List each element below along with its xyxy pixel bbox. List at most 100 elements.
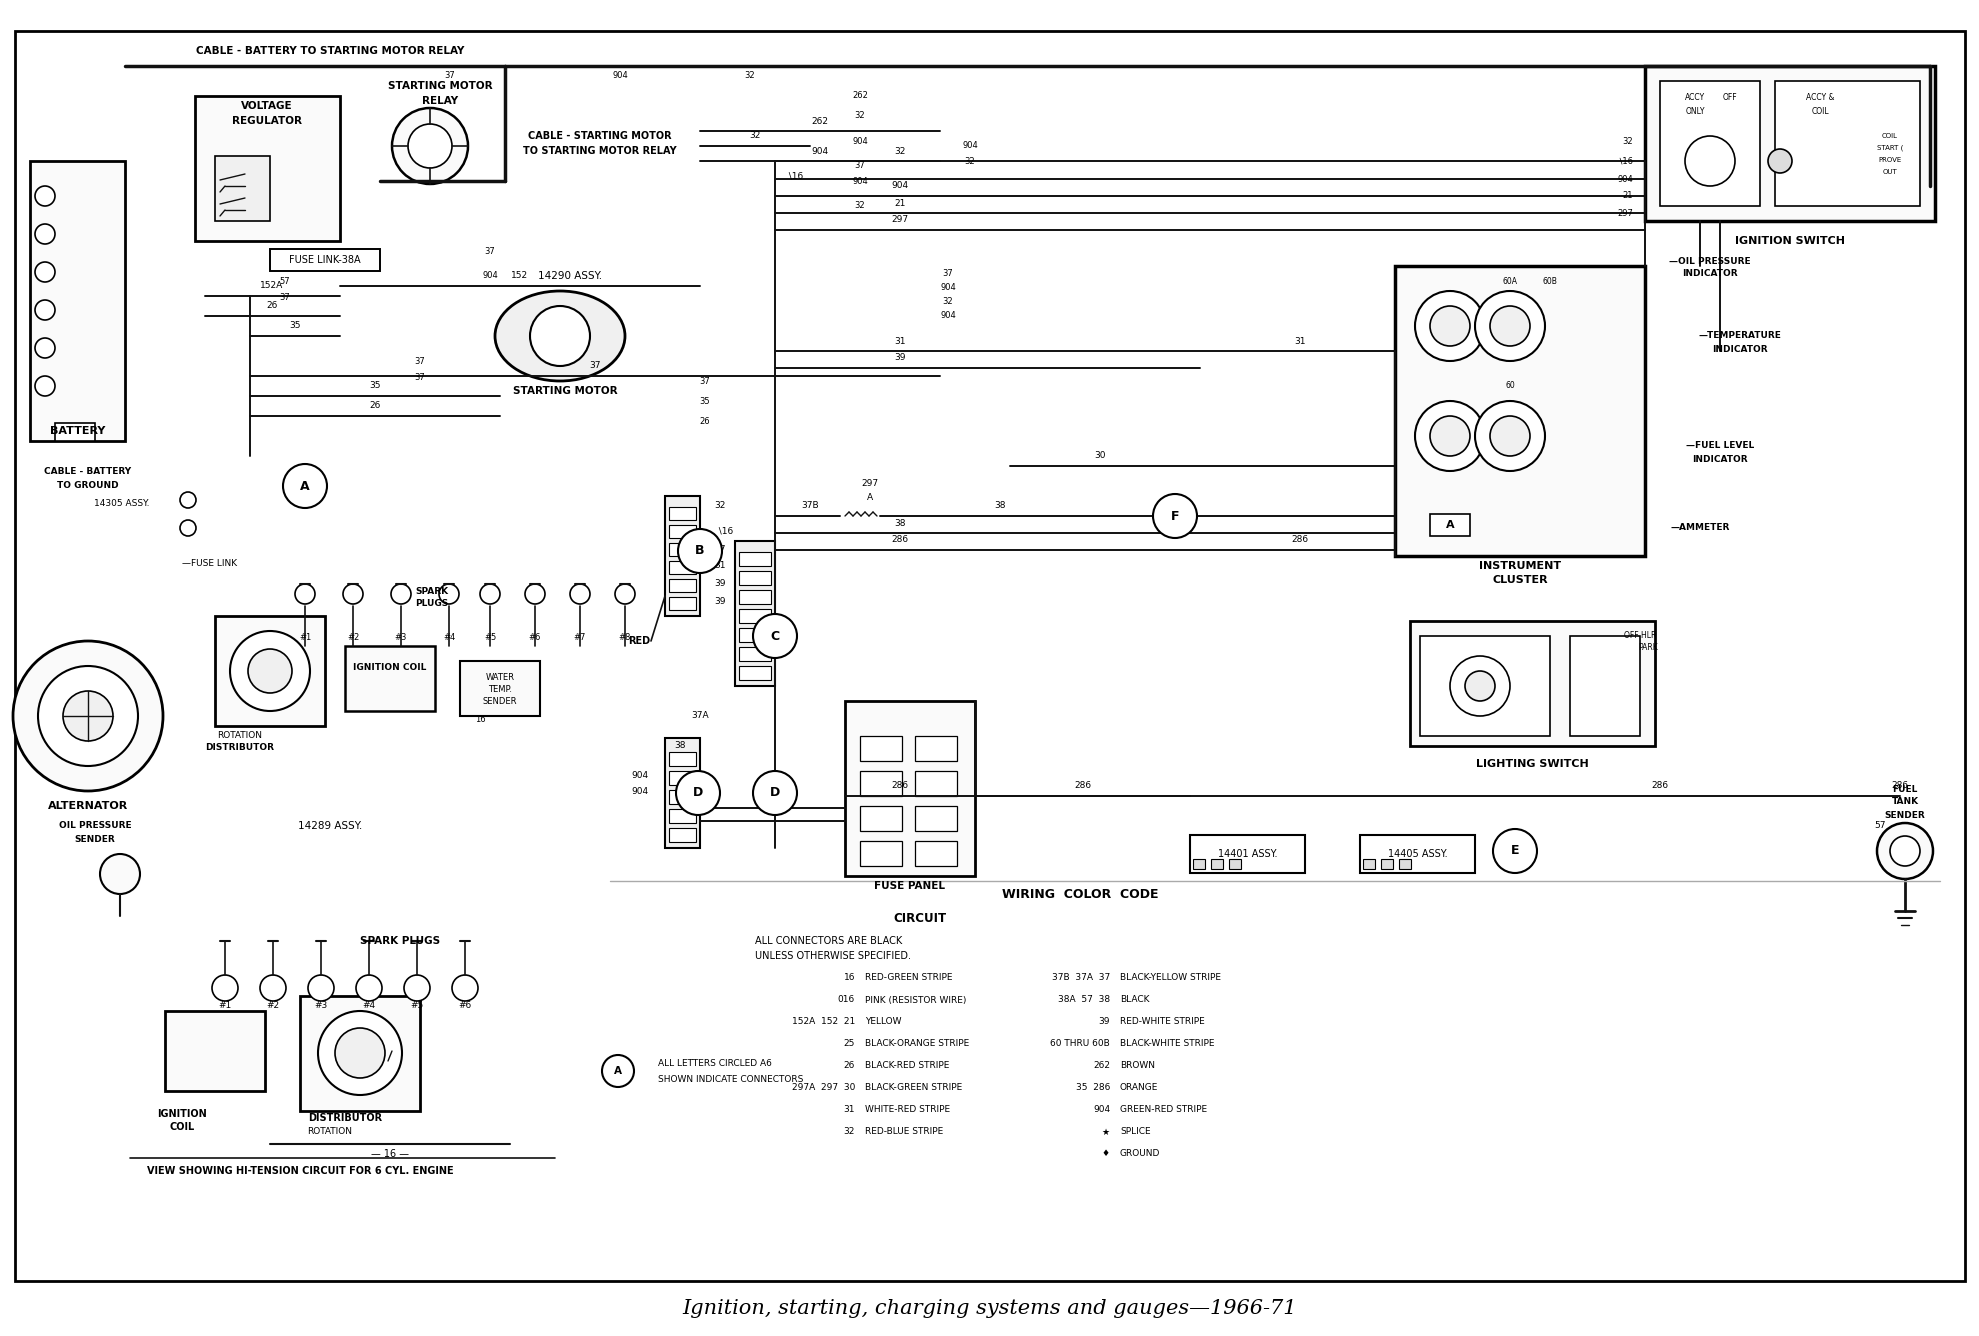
Circle shape <box>1474 291 1546 361</box>
Text: ALTERNATOR: ALTERNATOR <box>47 802 129 811</box>
Text: TO STARTING MOTOR RELAY: TO STARTING MOTOR RELAY <box>522 146 677 156</box>
Text: ♦: ♦ <box>1102 1149 1110 1158</box>
Text: 37: 37 <box>445 72 455 80</box>
Text: D: D <box>770 787 780 799</box>
Text: OFF: OFF <box>1722 94 1738 103</box>
Bar <box>861 771 902 796</box>
Text: IGNITION: IGNITION <box>156 1109 208 1120</box>
Bar <box>669 525 697 538</box>
Circle shape <box>451 975 479 1001</box>
Text: 30: 30 <box>1094 452 1106 461</box>
Text: 39: 39 <box>714 596 726 605</box>
Text: OUT: OUT <box>1882 168 1898 175</box>
Bar <box>669 506 697 520</box>
Bar <box>459 661 540 716</box>
Text: OIL PRESSURE: OIL PRESSURE <box>59 822 131 831</box>
Text: 297: 297 <box>891 215 908 224</box>
Circle shape <box>283 464 327 508</box>
Text: SPARK: SPARK <box>416 587 449 596</box>
Text: F: F <box>1172 509 1179 522</box>
Text: 14401 ASSY.: 14401 ASSY. <box>1219 848 1278 859</box>
Circle shape <box>1154 494 1197 538</box>
Text: #3: #3 <box>396 633 408 643</box>
Circle shape <box>1431 306 1470 346</box>
Bar <box>1421 636 1550 736</box>
Text: 38A  57  38: 38A 57 38 <box>1059 995 1110 1005</box>
Text: 38: 38 <box>993 501 1005 510</box>
Text: 57: 57 <box>279 277 291 286</box>
Text: 286: 286 <box>1892 782 1908 791</box>
Text: ROTATION: ROTATION <box>307 1126 352 1136</box>
Text: 904: 904 <box>1092 1105 1110 1114</box>
Bar <box>1399 859 1411 868</box>
Text: —AMMETER: —AMMETER <box>1670 524 1730 533</box>
Bar <box>861 806 902 831</box>
Bar <box>861 840 902 866</box>
Text: 35: 35 <box>289 322 301 330</box>
Bar <box>738 552 772 566</box>
Text: Ignition, starting, charging systems and gauges—1966-71: Ignition, starting, charging systems and… <box>683 1299 1298 1317</box>
Circle shape <box>36 262 55 282</box>
Text: 26: 26 <box>267 302 277 310</box>
Text: SPLICE: SPLICE <box>1120 1128 1150 1137</box>
Bar <box>669 597 697 611</box>
Text: 904: 904 <box>631 787 649 795</box>
Text: 39: 39 <box>714 580 726 588</box>
Bar <box>665 496 701 616</box>
Circle shape <box>1415 401 1484 472</box>
Bar <box>196 96 340 240</box>
Text: BLACK: BLACK <box>1120 995 1150 1005</box>
Text: BLACK-ORANGE STRIPE: BLACK-ORANGE STRIPE <box>865 1039 970 1049</box>
Text: —FUEL LEVEL: —FUEL LEVEL <box>1686 441 1753 450</box>
Text: FUSE LINK-38A: FUSE LINK-38A <box>289 255 360 265</box>
Bar <box>669 828 697 842</box>
Bar <box>55 424 95 441</box>
Text: A: A <box>867 493 873 502</box>
Bar <box>1381 859 1393 868</box>
Text: FUEL: FUEL <box>1892 784 1918 794</box>
Text: 904: 904 <box>853 176 869 186</box>
Text: 26: 26 <box>843 1062 855 1070</box>
Circle shape <box>36 375 55 395</box>
Circle shape <box>1451 656 1510 716</box>
Text: 286: 286 <box>1650 782 1668 791</box>
Text: 31: 31 <box>843 1105 855 1114</box>
Circle shape <box>1490 415 1530 456</box>
Circle shape <box>356 975 382 1001</box>
Circle shape <box>1767 150 1793 172</box>
Text: 904: 904 <box>891 182 908 191</box>
Circle shape <box>212 975 237 1001</box>
Text: 32: 32 <box>714 501 726 510</box>
Text: FUSE PANEL: FUSE PANEL <box>875 880 946 891</box>
Text: RED-WHITE STRIPE: RED-WHITE STRIPE <box>1120 1018 1205 1026</box>
Bar <box>738 628 772 643</box>
Text: OFF HLR: OFF HLR <box>1625 632 1656 640</box>
Text: 31: 31 <box>895 337 906 346</box>
Bar <box>1229 859 1241 868</box>
Bar <box>669 790 697 804</box>
Text: — 16 —: — 16 — <box>370 1149 410 1160</box>
Text: 16: 16 <box>843 974 855 982</box>
Text: 37A: 37A <box>691 712 708 720</box>
Bar <box>669 810 697 823</box>
Text: 32: 32 <box>744 72 756 80</box>
Text: PROVE: PROVE <box>1878 158 1902 163</box>
Text: 32: 32 <box>750 131 760 140</box>
Text: 37: 37 <box>416 357 425 366</box>
Bar <box>734 541 776 685</box>
Text: SENDER: SENDER <box>75 835 115 844</box>
Text: 14289 ASSY.: 14289 ASSY. <box>299 822 362 831</box>
Bar <box>914 736 958 762</box>
Text: CABLE - BATTERY: CABLE - BATTERY <box>44 466 131 476</box>
Text: 152: 152 <box>511 271 528 281</box>
Circle shape <box>679 529 722 573</box>
Bar <box>738 647 772 661</box>
Text: RED-GREEN STRIPE: RED-GREEN STRIPE <box>865 974 952 982</box>
Circle shape <box>392 584 412 604</box>
Text: —FUSE LINK: —FUSE LINK <box>182 558 237 568</box>
Bar <box>669 771 697 786</box>
Bar <box>1211 859 1223 868</box>
Text: 904: 904 <box>940 311 956 321</box>
Text: WATER: WATER <box>485 673 515 683</box>
Bar <box>1189 835 1304 872</box>
